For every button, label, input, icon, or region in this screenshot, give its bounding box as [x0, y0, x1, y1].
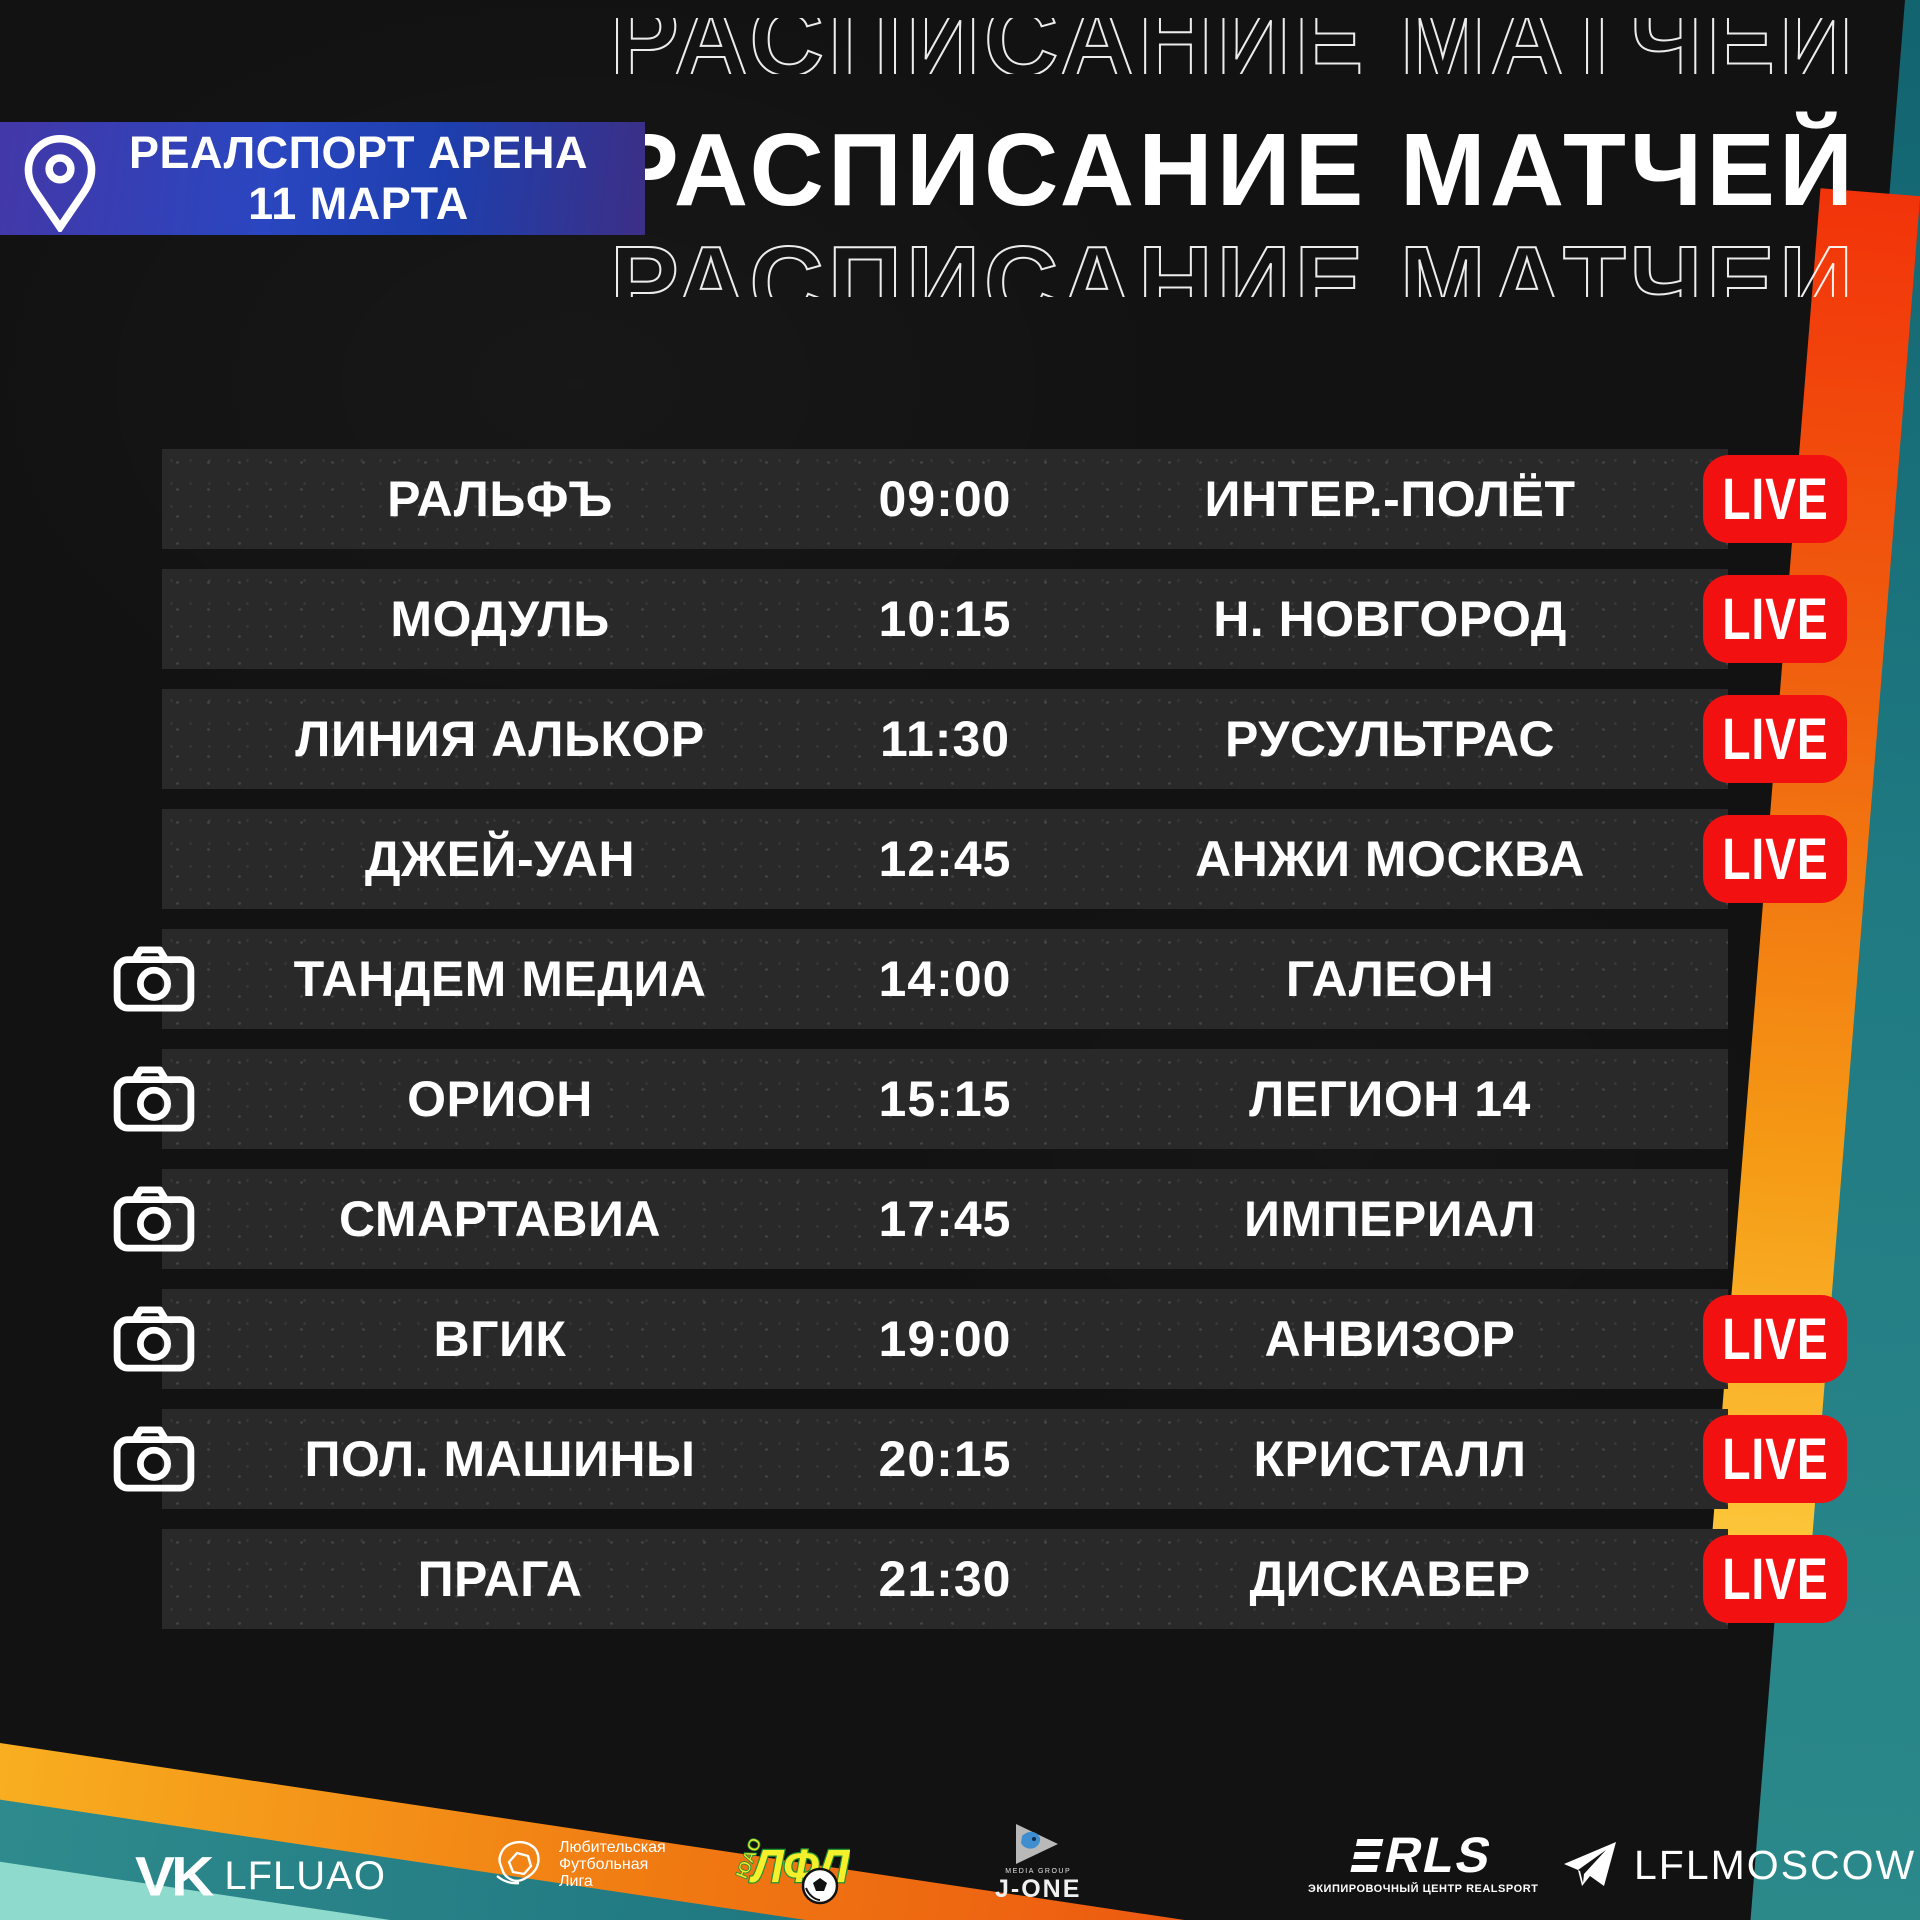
- location-pin-icon: [22, 134, 98, 232]
- kickoff-time: 12:45: [878, 831, 1012, 887]
- live-label: LIVE: [1721, 586, 1829, 652]
- lfl-line-3: Лига: [559, 1872, 593, 1890]
- match-row: МОДУЛЬ 10:15 Н. НОВГОРОД LIVE: [162, 569, 1847, 669]
- live-badge: LIVE: [1703, 1295, 1847, 1383]
- live-badge: LIVE: [1703, 575, 1847, 663]
- lfl-line-2: Футбольная: [559, 1855, 649, 1873]
- telegram-handle: LFLMOSCOW: [1634, 1841, 1917, 1888]
- lfl-line-1: Любительская: [559, 1838, 666, 1856]
- match-row: РАЛЬФЪ 09:00 ИНТЕР.-ПОЛЁТ LIVE: [162, 449, 1847, 549]
- venue-name: РЕАЛСПОРТ АРЕНА: [129, 127, 588, 179]
- kickoff-time: 09:00: [878, 471, 1012, 527]
- location-badge: РЕАЛСПОРТ АРЕНА 11 МАРТА: [0, 122, 645, 235]
- live-badge: LIVE: [1703, 1535, 1847, 1623]
- away-team: ИМПЕРИАЛ: [1244, 1191, 1536, 1247]
- away-team: АНВИЗОР: [1264, 1311, 1516, 1367]
- camera-icon: [113, 1306, 195, 1372]
- live-label: LIVE: [1721, 1546, 1829, 1612]
- live-badge: LIVE: [1703, 815, 1847, 903]
- live-badge: LIVE: [1703, 1415, 1847, 1503]
- match-row: СМАРТАВИА 17:45 ИМПЕРИАЛ: [113, 1169, 1728, 1269]
- away-team: ДИСКАВЕР: [1249, 1551, 1531, 1607]
- jone-media-logo: MEDIA GROUP J-ONE: [995, 1822, 1081, 1904]
- live-badge: LIVE: [1703, 695, 1847, 783]
- live-label: LIVE: [1721, 1426, 1829, 1492]
- jone-subtitle: MEDIA GROUP: [1005, 1868, 1072, 1875]
- kickoff-time: 11:30: [879, 711, 1011, 767]
- match-row: ДЖЕЙ-УАН 12:45 АНЖИ МОСКВА LIVE: [162, 809, 1847, 909]
- event-date: 11 МАРТА: [248, 177, 469, 229]
- live-badge: LIVE: [1703, 455, 1847, 543]
- away-team: КРИСТАЛЛ: [1253, 1431, 1527, 1487]
- camera-icon: [113, 1186, 195, 1252]
- away-team: ЛЕГИОН 14: [1249, 1071, 1531, 1127]
- live-label: LIVE: [1721, 466, 1829, 532]
- match-row: ЛИНИЯ АЛЬКОР 11:30 РУСУЛЬТРАС LIVE: [162, 689, 1847, 789]
- home-team: ПОЛ. МАШИНЫ: [304, 1431, 696, 1487]
- camera-icon: [113, 1066, 195, 1132]
- live-label: LIVE: [1721, 1306, 1829, 1372]
- kickoff-time: 20:15: [878, 1431, 1012, 1487]
- home-team: ПРАГА: [417, 1551, 583, 1607]
- page-title: РАСПИСАНИЕ МАТЧЕЙ: [610, 112, 1857, 227]
- away-team: ГАЛЕОН: [1285, 951, 1495, 1007]
- lfl-league-logo: Любительская Футбольная Лига: [487, 1832, 666, 1896]
- camera-icon: [113, 1426, 195, 1492]
- title-echo-bottom-text: РАСПИСАНИЕ МАТЧЕЙ: [609, 243, 1857, 297]
- home-team: ДЖЕЙ-УАН: [364, 831, 636, 887]
- camera-icon: [113, 946, 195, 1012]
- match-row: ПРАГА 21:30 ДИСКАВЕР LIVE: [162, 1529, 1847, 1629]
- live-label: LIVE: [1721, 826, 1829, 892]
- home-team: ЛИНИЯ АЛЬКОР: [295, 711, 705, 767]
- lfl-emblem-icon: [487, 1832, 551, 1896]
- lfl-league-text: Любительская Футбольная Лига: [559, 1839, 666, 1890]
- rls-sponsor-logo: RLS ЭКИПИРОВОЧНЫЙ ЦЕНТР REALSPORT: [1308, 1827, 1539, 1895]
- jone-name: J-ONE: [995, 1875, 1082, 1903]
- vk-handle: LFLUAO: [224, 1854, 386, 1898]
- rls-bars-icon: [1350, 1838, 1384, 1872]
- kickoff-time: 10:15: [878, 591, 1012, 647]
- live-label: LIVE: [1721, 706, 1829, 772]
- match-row: ОРИОН 15:15 ЛЕГИОН 14: [113, 1049, 1728, 1149]
- schedule-rows: РАЛЬФЪ 09:00 ИНТЕР.-ПОЛЁТ LIVE МОДУЛЬ 10:15 Н.…: [113, 449, 1847, 1649]
- location-text: РЕАЛСПОРТ АРЕНА 11 МАРТА: [98, 127, 645, 229]
- home-team: ОРИОН: [407, 1071, 593, 1127]
- vk-icon: VK: [135, 1845, 214, 1908]
- uao-division-logo: ЮАО ЛФЛ: [732, 1828, 850, 1908]
- home-team: МОДУЛЬ: [390, 591, 610, 647]
- telegram-channel: LFLMOSCOW: [1562, 1840, 1916, 1890]
- match-row: ВГИК 19:00 АНВИЗОР LIVE: [113, 1289, 1847, 1389]
- home-team: ТАНДЕМ МЕДИА: [293, 951, 707, 1007]
- away-team: РУСУЛЬТРАС: [1225, 711, 1555, 767]
- uao-main-text: ЛФЛ: [749, 1840, 850, 1892]
- title-echo-top: РАСПИСАНИЕ МАТЧЕЙ: [0, 18, 1920, 74]
- match-row: ТАНДЕМ МЕДИА 14:00 ГАЛЕОН: [113, 929, 1728, 1029]
- title-echo-top-text: РАСПИСАНИЕ МАТЧЕЙ: [609, 18, 1857, 74]
- away-team: Н. НОВГОРОД: [1213, 591, 1567, 647]
- title-echo-bottom: РАСПИСАНИЕ МАТЧЕЙ: [0, 243, 1920, 297]
- rls-wordmark: RLS: [1349, 1827, 1499, 1883]
- match-row: ПОЛ. МАШИНЫ 20:15 КРИСТАЛЛ LIVE: [113, 1409, 1847, 1509]
- kickoff-time: 17:45: [878, 1191, 1012, 1247]
- away-team: ИНТЕР.-ПОЛЁТ: [1204, 471, 1576, 527]
- vk-logo: VK LFLUAO: [135, 1842, 386, 1911]
- home-team: СМАРТАВИА: [338, 1191, 662, 1247]
- kickoff-time: 21:30: [878, 1551, 1012, 1607]
- kickoff-time: 14:00: [878, 951, 1012, 1007]
- home-team: ВГИК: [433, 1311, 567, 1367]
- rls-text: RLS: [1380, 1827, 1499, 1883]
- kickoff-time: 19:00: [878, 1311, 1012, 1367]
- away-team: АНЖИ МОСКВА: [1195, 831, 1585, 887]
- home-team: РАЛЬФЪ: [387, 471, 613, 527]
- telegram-plane-icon: [1562, 1840, 1618, 1890]
- kickoff-time: 15:15: [878, 1071, 1012, 1127]
- rls-subtitle: ЭКИПИРОВОЧНЫЙ ЦЕНТР REALSPORT: [1308, 1883, 1539, 1895]
- footer-logos: VK LFLUAO Любительская Футбольная Лига Ю…: [0, 1820, 1920, 1920]
